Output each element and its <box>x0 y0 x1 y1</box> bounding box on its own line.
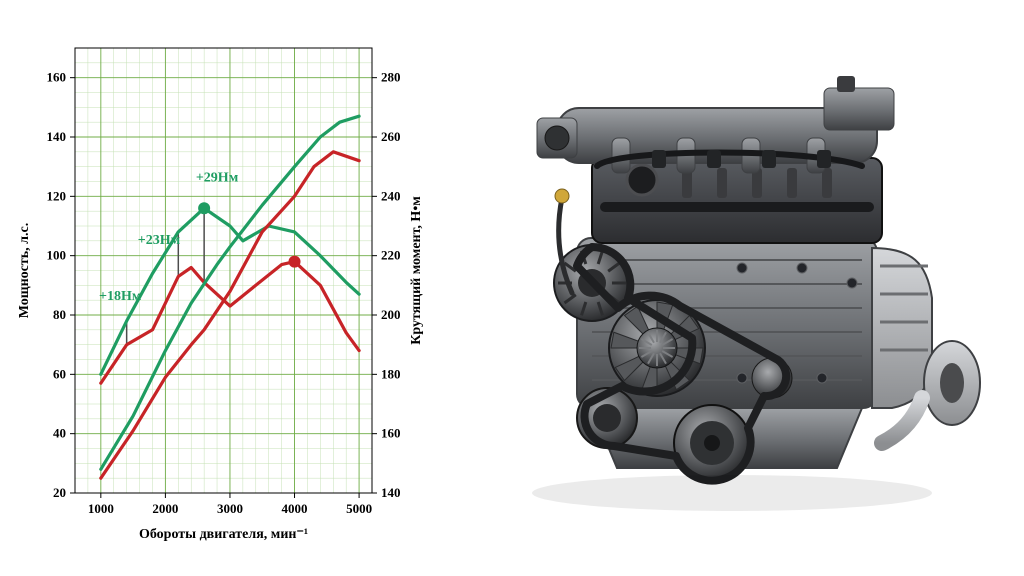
svg-text:Мощность, л.с.: Мощность, л.с. <box>17 223 32 318</box>
svg-text:160: 160 <box>381 426 401 441</box>
svg-text:Крутящий момент, Н•м: Крутящий момент, Н•м <box>409 196 424 345</box>
svg-text:+23Нм: +23Нм <box>138 233 181 248</box>
svg-text:160: 160 <box>47 70 67 85</box>
svg-text:+29Нм: +29Нм <box>196 171 239 186</box>
svg-text:220: 220 <box>381 248 401 263</box>
svg-text:5000: 5000 <box>346 501 372 516</box>
svg-text:280: 280 <box>381 70 401 85</box>
svg-text:Обороты двигателя, мин⁻¹: Обороты двигателя, мин⁻¹ <box>139 527 308 542</box>
svg-text:40: 40 <box>53 426 66 441</box>
engine-render <box>430 28 1014 548</box>
svg-text:20: 20 <box>53 485 66 500</box>
svg-text:140: 140 <box>47 129 67 144</box>
svg-text:60: 60 <box>53 366 66 381</box>
svg-text:3000: 3000 <box>217 501 243 516</box>
svg-text:180: 180 <box>381 366 401 381</box>
svg-text:100: 100 <box>47 248 67 263</box>
svg-text:140: 140 <box>381 485 401 500</box>
svg-text:80: 80 <box>53 307 66 322</box>
chart-svg: +18Нм +23Нм +29Нм 1000 2000 3000 4000 5000 20 40 6… <box>10 28 430 548</box>
engine-svg <box>442 48 1002 528</box>
engine-performance-chart: +18Нм +23Нм +29Нм 1000 2000 3000 4000 5000 20 40 6… <box>10 28 430 548</box>
svg-text:+18Нм: +18Нм <box>99 289 142 304</box>
svg-text:260: 260 <box>381 129 401 144</box>
svg-text:4000: 4000 <box>282 501 308 516</box>
svg-text:2000: 2000 <box>152 501 178 516</box>
svg-text:200: 200 <box>381 307 401 322</box>
svg-text:240: 240 <box>381 188 401 203</box>
svg-text:120: 120 <box>47 188 67 203</box>
svg-text:1000: 1000 <box>88 501 114 516</box>
